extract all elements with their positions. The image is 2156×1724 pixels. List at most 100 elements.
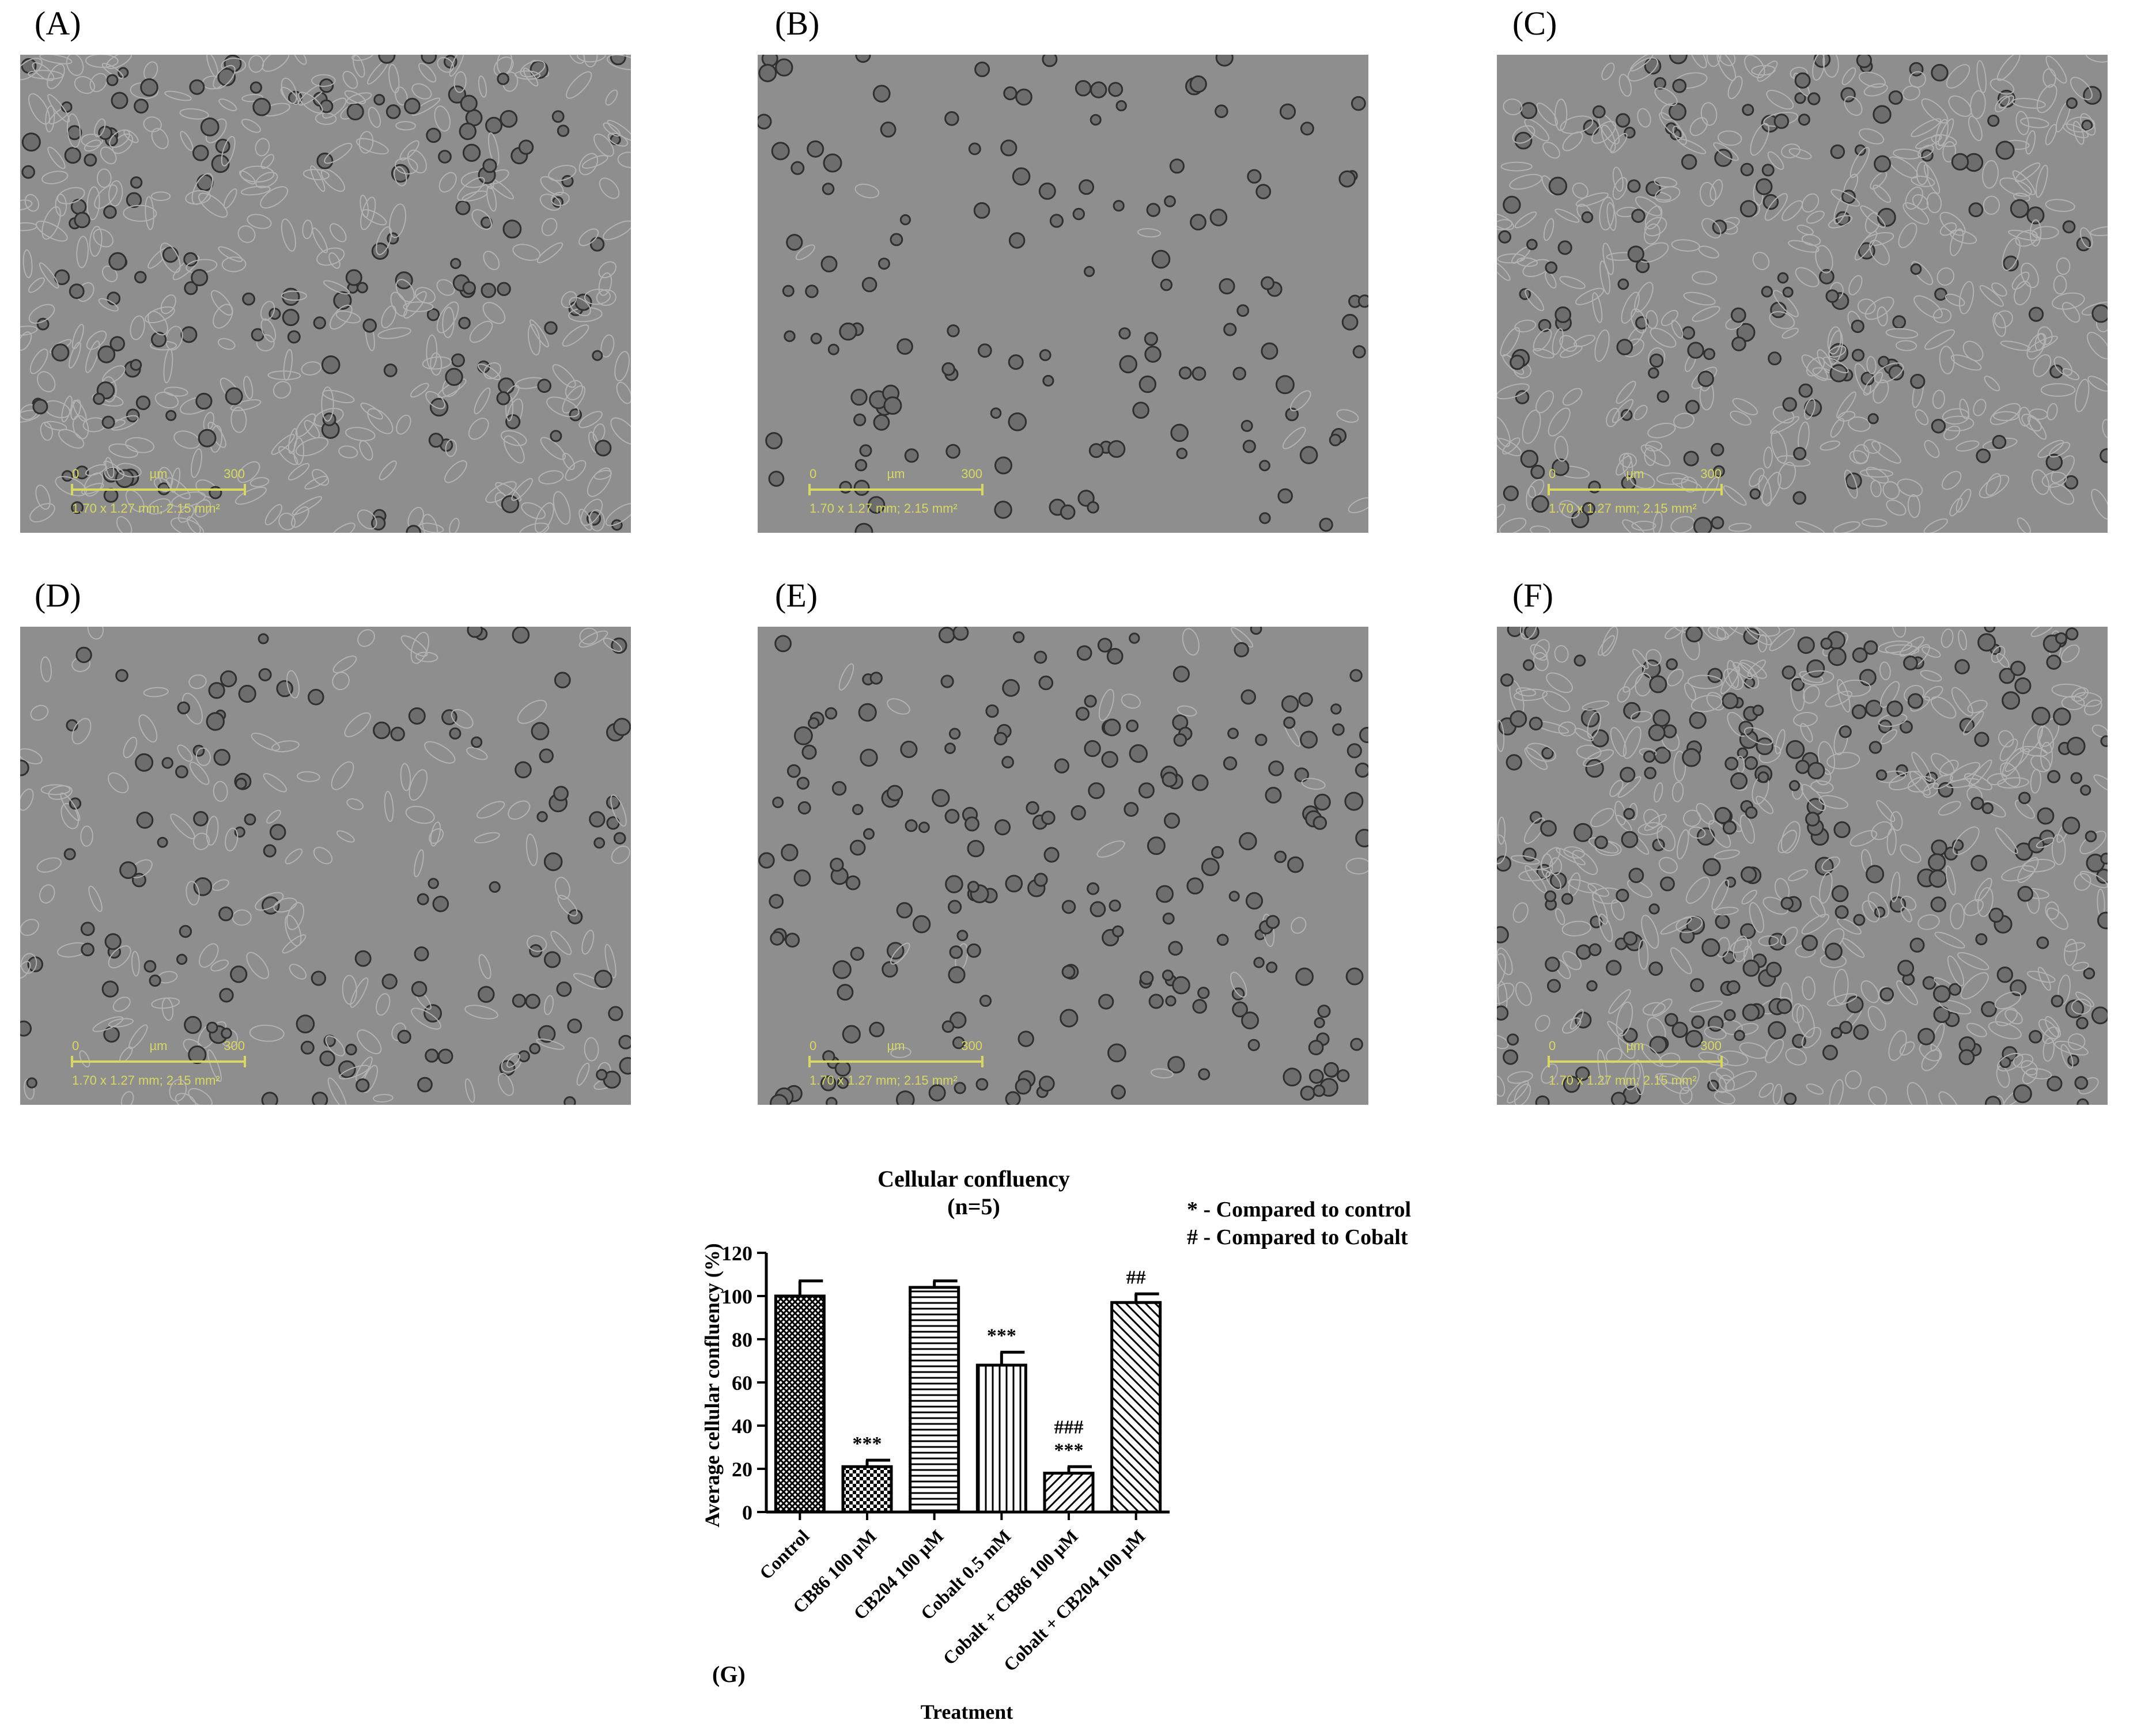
cell (1889, 771, 1923, 791)
cell (1828, 346, 1847, 358)
cell (208, 682, 225, 699)
cell (1137, 228, 1162, 238)
cell (1992, 312, 2006, 337)
cell (2037, 439, 2064, 458)
cell (1223, 756, 1238, 771)
cell (2026, 206, 2045, 225)
cell (39, 55, 73, 65)
cell (70, 399, 81, 420)
cell (1497, 855, 1512, 872)
cell (1794, 92, 1806, 104)
y-tick-label: 100 (721, 1285, 752, 1308)
cell (1886, 828, 1897, 855)
cell (29, 348, 48, 374)
cell (1230, 972, 1247, 998)
cell (1994, 310, 2013, 328)
cell (1741, 889, 1757, 905)
cell (823, 153, 842, 173)
cell (2085, 830, 2097, 843)
cell (1862, 518, 1888, 527)
cell (604, 944, 616, 979)
cell (1054, 758, 1070, 774)
cell (97, 345, 116, 363)
cell (1992, 435, 2007, 449)
cell (610, 417, 631, 445)
cell (845, 875, 861, 891)
cell (1005, 874, 1023, 893)
cell (429, 828, 444, 844)
cell (1497, 1035, 1509, 1049)
cell (1889, 896, 1907, 913)
cell (1308, 1068, 1324, 1084)
cell (1042, 55, 1058, 67)
cell (1554, 435, 1569, 462)
cell (1895, 340, 1917, 351)
cell (1840, 87, 1856, 103)
cell (1606, 407, 1620, 427)
cell (342, 975, 357, 1005)
cell (357, 629, 375, 647)
panel-label-c: (C) (1512, 5, 1557, 42)
cell (1146, 203, 1160, 217)
cell (321, 386, 334, 422)
cell (1951, 687, 1973, 717)
cell (1545, 271, 1557, 289)
cell (2065, 999, 2085, 1018)
cell (886, 785, 903, 801)
cell (2061, 695, 2085, 710)
cell (1535, 1014, 1550, 1032)
cell (1996, 55, 2021, 81)
cell (287, 330, 301, 344)
cell (1939, 211, 1966, 236)
cell (1893, 148, 1922, 160)
cell (1522, 847, 1537, 862)
cell (1856, 55, 1872, 69)
cell (239, 170, 256, 185)
cell (478, 986, 495, 1003)
cell (89, 226, 103, 257)
cell (1637, 108, 1651, 128)
cell (125, 437, 155, 453)
cell (256, 334, 275, 352)
cell (784, 330, 796, 342)
cell (1773, 290, 1799, 317)
cell (1654, 87, 1678, 107)
cell (151, 128, 169, 150)
cell (36, 857, 62, 873)
cell (1665, 627, 1684, 639)
cell (1628, 867, 1644, 884)
cell (600, 334, 615, 358)
cell (1878, 355, 1890, 368)
cell (1740, 923, 1756, 939)
cell (346, 92, 372, 104)
cell (1112, 925, 1124, 938)
cell (381, 973, 398, 990)
cell (1792, 491, 1807, 505)
cell (246, 952, 270, 979)
cell (1854, 144, 1866, 156)
cell (101, 415, 115, 429)
cell (1192, 999, 1208, 1014)
cell (353, 55, 365, 78)
cell (1848, 416, 1871, 432)
cell (1745, 806, 1758, 819)
cell (1568, 879, 1597, 893)
cell (1828, 330, 1843, 365)
cell (210, 959, 229, 972)
cell (1767, 151, 1784, 170)
cell (1560, 115, 1594, 134)
cell (1559, 335, 1578, 352)
cell (319, 99, 334, 113)
cell (338, 1060, 356, 1078)
cell (1075, 707, 1090, 721)
cell (1599, 196, 1615, 231)
cell (527, 324, 541, 356)
cell (166, 477, 191, 500)
cell (379, 460, 397, 480)
cell (345, 427, 376, 441)
cell (1806, 357, 1825, 377)
cell (1898, 222, 1917, 248)
cell (1718, 55, 1736, 66)
cell (838, 663, 854, 691)
cell (1671, 320, 1684, 339)
